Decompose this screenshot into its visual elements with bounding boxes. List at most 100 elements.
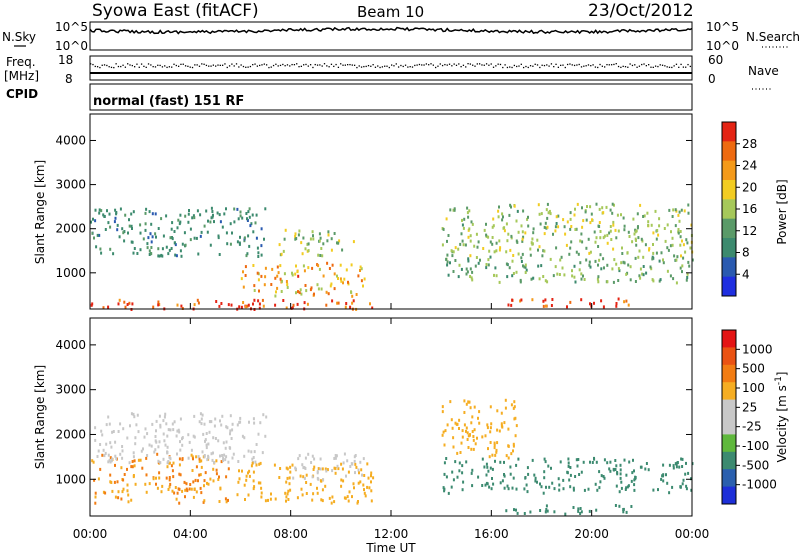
heatmap-cell xyxy=(525,268,528,272)
heatmap-cell xyxy=(443,489,446,493)
heatmap-cell xyxy=(633,488,636,492)
nave-point xyxy=(184,65,187,67)
heatmap-cell xyxy=(295,467,297,471)
heatmap-cell xyxy=(599,230,602,233)
heatmap-cell xyxy=(238,477,241,481)
heatmap-cell xyxy=(475,256,478,259)
heatmap-cell xyxy=(473,405,476,409)
nave-point xyxy=(566,63,569,66)
heatmap-cell xyxy=(115,457,118,461)
heatmap-cell xyxy=(441,405,444,409)
heatmap-cell xyxy=(569,473,572,477)
heatmap-cell xyxy=(445,457,448,460)
heatmap-cell xyxy=(503,229,506,233)
heatmap-cell xyxy=(320,498,323,502)
heatmap-cell xyxy=(486,426,489,430)
heatmap-cell xyxy=(243,454,246,458)
heatmap-cell xyxy=(475,232,478,236)
nave-tick-top: 60 xyxy=(708,53,723,67)
heatmap-cell xyxy=(462,243,465,247)
heatmap-cell xyxy=(560,255,563,259)
heatmap-cell xyxy=(127,231,129,235)
heatmap-cell xyxy=(675,281,678,285)
heatmap-cell xyxy=(486,423,489,427)
nave-point xyxy=(224,63,226,65)
heatmap-cell xyxy=(331,263,334,267)
heatmap-cell xyxy=(245,254,248,258)
heatmap-cell xyxy=(327,230,330,234)
heatmap-cell xyxy=(111,430,114,434)
heatmap-cell xyxy=(563,273,566,277)
heatmap-cell xyxy=(538,277,541,281)
heatmap-cell xyxy=(345,302,348,305)
heatmap-cell xyxy=(192,495,195,499)
heatmap-cell xyxy=(99,247,102,251)
nave-point xyxy=(506,66,509,69)
heatmap-cell xyxy=(574,228,577,231)
heatmap-cell xyxy=(647,223,650,227)
heatmap-cell xyxy=(320,479,323,483)
heatmap-cell xyxy=(212,467,215,471)
heatmap-cell xyxy=(312,492,315,496)
heatmap-cell xyxy=(671,485,674,489)
nave-point xyxy=(205,64,208,67)
nsearch-tick-top: 10^5 xyxy=(706,20,739,34)
heatmap-cell xyxy=(675,258,678,262)
heatmap-cell xyxy=(177,487,180,491)
nave-point xyxy=(131,64,133,67)
heatmap-cell xyxy=(249,224,252,228)
nave-point xyxy=(643,63,645,65)
heatmap-cell xyxy=(581,240,584,244)
heatmap-cell xyxy=(598,470,601,474)
heatmap-cell xyxy=(454,246,457,250)
heatmap-cell xyxy=(490,487,493,491)
heatmap-cell xyxy=(299,288,302,292)
heatmap-cell xyxy=(489,405,492,409)
heatmap-cell xyxy=(181,489,184,493)
heatmap-cell xyxy=(498,280,501,284)
heatmap-cell xyxy=(331,469,334,473)
heatmap-cell xyxy=(109,456,112,460)
heatmap-cell xyxy=(117,430,120,433)
heatmap-cell xyxy=(144,228,147,232)
heatmap-cell xyxy=(676,255,679,259)
heatmap-cell xyxy=(120,466,123,470)
nave-point xyxy=(409,66,411,68)
heatmap-cell xyxy=(154,435,157,438)
nave-point xyxy=(374,66,377,68)
heatmap-cell xyxy=(257,299,260,303)
heatmap-cell xyxy=(239,214,242,218)
heatmap-cell xyxy=(300,487,303,491)
heatmap-cell xyxy=(220,302,223,305)
heatmap-cell xyxy=(512,476,515,480)
heatmap-cell xyxy=(276,286,279,290)
heatmap-cell xyxy=(485,266,488,270)
nave-point xyxy=(133,66,136,68)
heatmap-cell xyxy=(180,304,183,308)
heatmap-cell xyxy=(190,487,193,491)
heatmap-cell xyxy=(452,478,455,482)
heatmap-cell xyxy=(603,266,605,270)
heatmap-cell xyxy=(353,459,356,463)
velocity-colorbar-tick-label: 500 xyxy=(742,362,765,376)
heatmap-cell xyxy=(155,419,158,423)
nave-point xyxy=(191,66,194,69)
heatmap-cell xyxy=(477,261,480,265)
freq-unit: [MHz] xyxy=(4,69,39,83)
heatmap-cell xyxy=(589,221,592,225)
nave-point xyxy=(597,66,599,69)
heatmap-cell xyxy=(100,209,103,213)
heatmap-cell xyxy=(291,271,293,275)
heatmap-cell xyxy=(468,227,471,231)
heatmap-cell xyxy=(577,458,580,461)
heatmap-cell xyxy=(172,428,175,432)
heatmap-cell xyxy=(181,242,184,246)
heatmap-cell xyxy=(637,255,640,259)
heatmap-cell xyxy=(466,438,469,441)
heatmap-cell xyxy=(691,258,694,262)
heatmap-cell xyxy=(575,250,578,254)
heatmap-cell xyxy=(187,220,190,224)
heatmap-cell xyxy=(136,252,139,255)
heatmap-cell xyxy=(581,225,584,229)
